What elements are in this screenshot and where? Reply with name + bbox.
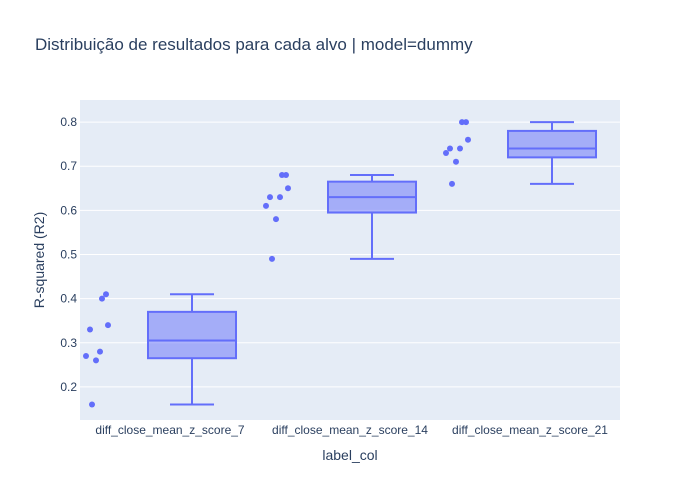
data-point [269, 255, 275, 262]
box-iqr [507, 129, 597, 159]
points-layer [83, 119, 471, 408]
boxes-layer [147, 121, 597, 406]
data-point [99, 295, 105, 302]
y-axis-title: R-squared (R2) [31, 212, 47, 308]
data-point [97, 348, 103, 355]
data-point [447, 145, 453, 152]
data-point [443, 149, 449, 156]
data-point [459, 119, 465, 126]
data-point [103, 291, 109, 298]
y-tick-label: 0.6 [60, 203, 77, 217]
data-point [453, 158, 459, 165]
x-tick-label: diff_close_mean_z_score_14 [272, 423, 428, 437]
x-tick-labels: diff_close_mean_z_score_7 diff_close_mean… [95, 423, 608, 437]
box-group [507, 121, 597, 185]
data-point [263, 202, 269, 209]
x-tick-label: diff_close_mean_z_score_7 [95, 423, 245, 437]
data-point [105, 322, 111, 329]
data-point [273, 216, 279, 223]
data-point [465, 136, 471, 143]
y-tick-label: 0.2 [60, 380, 77, 394]
x-tick-label: diff_close_mean_z_score_21 [452, 423, 608, 437]
y-tick-labels: 0.2 0.3 0.4 0.5 0.6 0.7 0.8 [60, 115, 77, 394]
y-tick-label: 0.7 [60, 159, 77, 173]
data-point [277, 194, 283, 201]
box-group [327, 174, 417, 260]
chart-title: Distribuição de resultados para cada alv… [35, 35, 473, 54]
y-tick-label: 0.3 [60, 336, 77, 350]
y-tick-label: 0.4 [60, 292, 77, 306]
data-point [285, 185, 291, 192]
data-point [267, 194, 273, 201]
data-point [457, 145, 463, 152]
box-group [147, 293, 237, 406]
data-point [449, 180, 455, 187]
data-point [83, 353, 89, 359]
box-iqr [147, 310, 237, 360]
y-tick-label: 0.5 [60, 247, 77, 261]
data-point [279, 172, 285, 179]
y-tick-label: 0.8 [60, 115, 77, 129]
data-point [87, 326, 93, 333]
data-point [89, 401, 95, 408]
data-point [93, 357, 99, 364]
x-axis-title: label_col [322, 447, 377, 463]
